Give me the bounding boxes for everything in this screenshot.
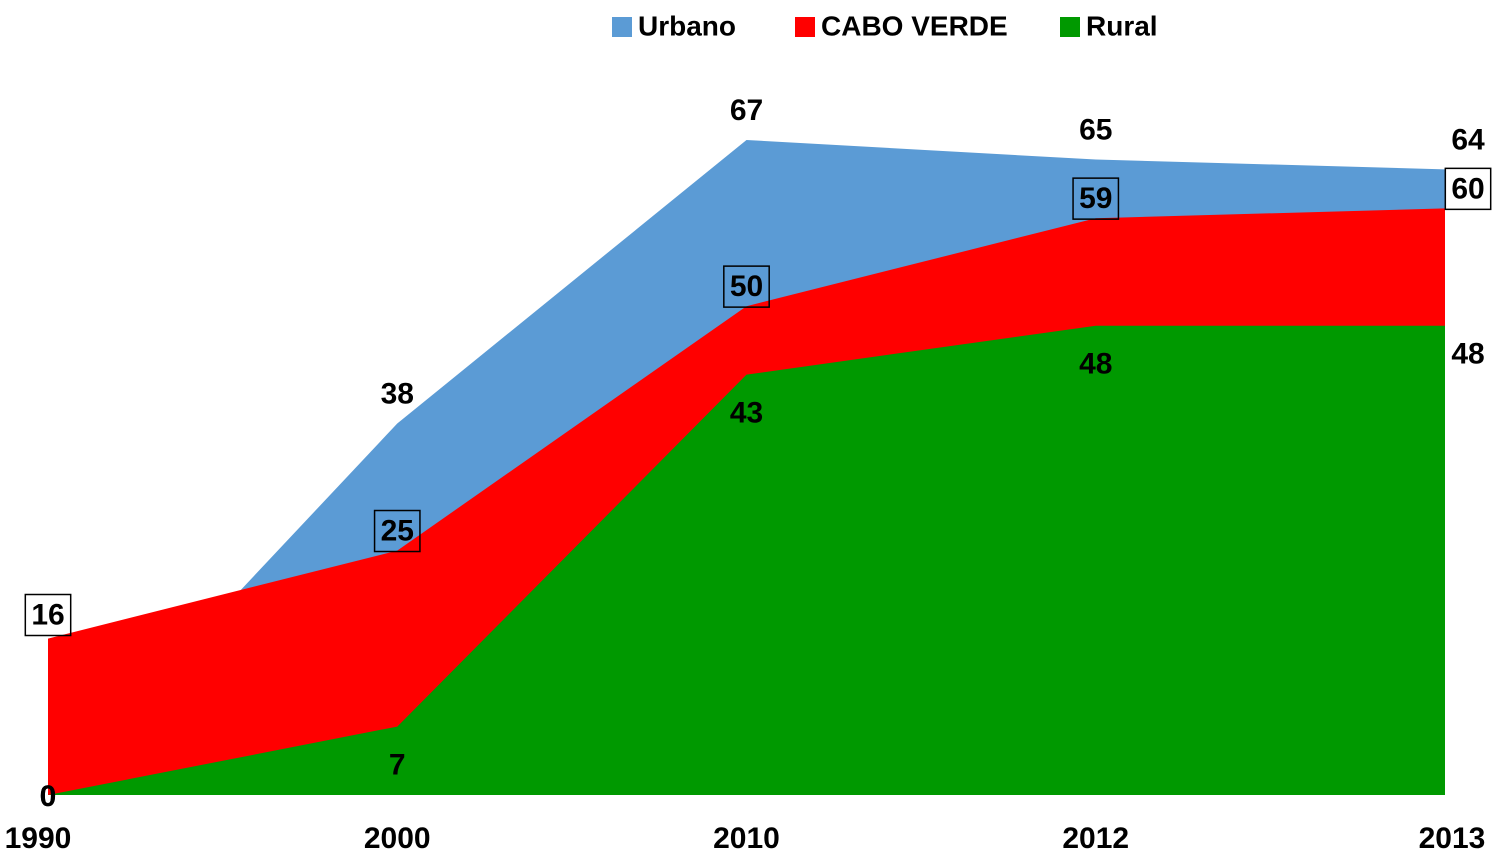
data-label: 0 <box>40 780 57 813</box>
data-label: 43 <box>730 397 763 430</box>
data-label: 64 <box>1451 123 1485 156</box>
data-label: 25 <box>381 515 414 548</box>
data-label: 60 <box>1451 172 1484 205</box>
legend-swatch <box>795 17 815 37</box>
x-tick-label: 2000 <box>364 822 431 855</box>
legend-swatch <box>1060 17 1080 37</box>
data-label: 67 <box>730 94 763 127</box>
legend-label: Rural <box>1086 10 1158 41</box>
data-label: 7 <box>389 748 406 781</box>
legend-label: Urbano <box>638 10 736 41</box>
x-tick-label: 1990 <box>5 822 72 855</box>
x-tick-label: 2010 <box>713 822 780 855</box>
data-label: 48 <box>1451 338 1484 371</box>
legend-label: CABO VERDE <box>821 10 1008 41</box>
x-tick-label: 2012 <box>1062 822 1129 855</box>
data-label: 50 <box>730 270 763 303</box>
data-label: 65 <box>1079 113 1112 146</box>
data-label: 59 <box>1079 182 1112 215</box>
legend-swatch <box>612 17 632 37</box>
chart: Urbano CABO VERDE Rural 0 38 67 65 64 16 25 50 59 60… <box>0 0 1493 858</box>
x-tick-label: 2013 <box>1419 822 1486 855</box>
data-label: 48 <box>1079 348 1112 381</box>
data-label: 16 <box>31 599 64 632</box>
data-label: 38 <box>381 377 414 410</box>
